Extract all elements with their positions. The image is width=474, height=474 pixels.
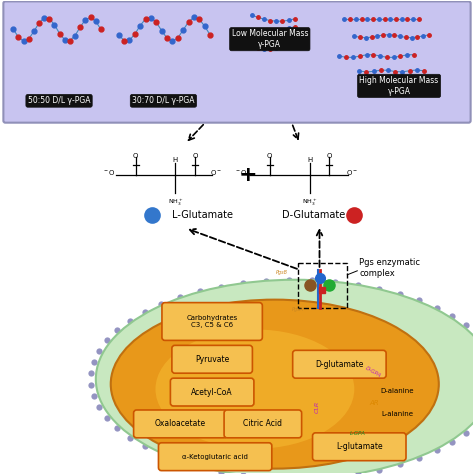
Ellipse shape <box>155 329 354 449</box>
Ellipse shape <box>96 280 474 474</box>
FancyBboxPatch shape <box>3 1 471 123</box>
Text: Citric Acid: Citric Acid <box>243 419 283 428</box>
Text: Low Molecular Mass
γ-PGA: Low Molecular Mass γ-PGA <box>232 29 308 49</box>
Text: Carbohydrates
C3, C5 & C6: Carbohydrates C3, C5 & C6 <box>187 315 238 328</box>
FancyBboxPatch shape <box>292 350 386 378</box>
Text: High Molecular Mass
γ-PGA: High Molecular Mass γ-PGA <box>359 76 438 96</box>
Text: L-GPA: L-GPA <box>349 431 365 437</box>
Text: PgsA: PgsA <box>292 307 304 312</box>
Text: $^-$O: $^-$O <box>102 168 116 177</box>
FancyBboxPatch shape <box>224 410 301 438</box>
Text: Oxaloacetate: Oxaloacetate <box>155 419 206 428</box>
FancyBboxPatch shape <box>162 302 262 340</box>
FancyBboxPatch shape <box>172 346 253 373</box>
Text: H: H <box>307 157 312 164</box>
Text: O: O <box>133 154 138 159</box>
Text: D-alanine: D-alanine <box>380 388 414 394</box>
FancyBboxPatch shape <box>312 433 406 461</box>
Ellipse shape <box>111 300 439 469</box>
Text: O$^-$: O$^-$ <box>346 168 358 177</box>
Text: L-Glutamate: L-Glutamate <box>173 210 233 220</box>
FancyBboxPatch shape <box>134 410 227 438</box>
Text: NH$_3^+$: NH$_3^+$ <box>302 197 317 208</box>
Text: NH$_3^+$: NH$_3^+$ <box>168 197 183 208</box>
Text: Pgs enzymatic
complex: Pgs enzymatic complex <box>359 258 420 277</box>
Text: α-Ketoglutaric acid: α-Ketoglutaric acid <box>182 454 248 460</box>
Text: 30:70 D/L γ-PGA: 30:70 D/L γ-PGA <box>132 96 195 105</box>
FancyBboxPatch shape <box>158 443 272 471</box>
Text: D-GPA: D-GPA <box>364 366 382 379</box>
Text: O$^-$: O$^-$ <box>210 168 222 177</box>
Text: CLR: CLR <box>315 401 320 413</box>
Text: L-alanine: L-alanine <box>381 411 413 417</box>
Bar <box>298 263 347 308</box>
Text: D-Glutamate: D-Glutamate <box>282 210 345 220</box>
Text: 50:50 D/L γ-PGA: 50:50 D/L γ-PGA <box>28 96 91 105</box>
Text: $^-$O: $^-$O <box>234 168 247 177</box>
Text: O: O <box>192 154 198 159</box>
Text: PgsB: PgsB <box>276 270 288 275</box>
Text: D-glutamate: D-glutamate <box>315 360 364 369</box>
Text: Pyruvate: Pyruvate <box>195 355 229 364</box>
Text: H: H <box>173 157 178 164</box>
FancyBboxPatch shape <box>170 378 254 406</box>
Text: O: O <box>327 154 332 159</box>
Text: O: O <box>267 154 273 159</box>
Text: L-glutamate: L-glutamate <box>336 442 383 451</box>
Text: AR: AR <box>369 400 379 406</box>
Text: Acetyl-CoA: Acetyl-CoA <box>191 388 233 397</box>
Text: +: + <box>238 165 257 185</box>
